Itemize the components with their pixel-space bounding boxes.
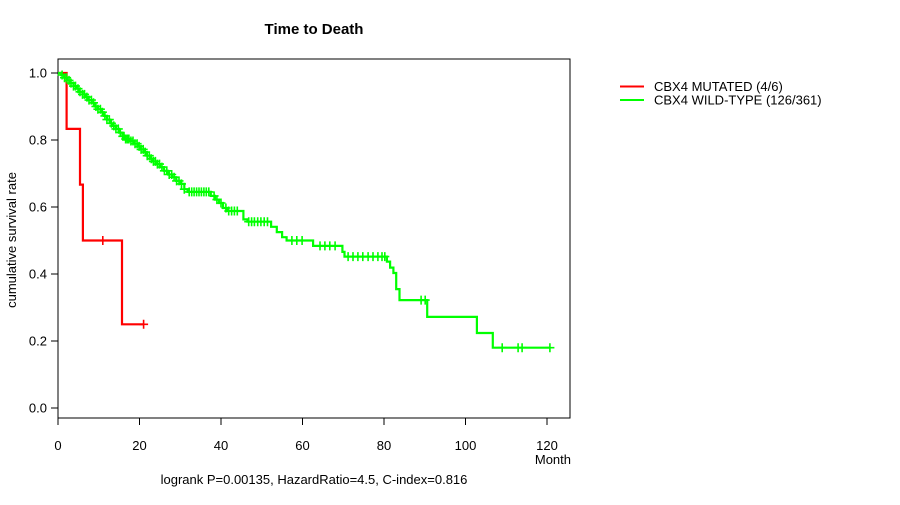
x-tick-label: 120 <box>536 438 558 453</box>
x-tick-label: 40 <box>214 438 228 453</box>
x-tick-label: 0 <box>54 438 61 453</box>
stats-annotation: logrank P=0.00135, HazardRatio=4.5, C-in… <box>161 472 468 487</box>
y-tick-label: 0.8 <box>29 133 47 148</box>
x-tick-label: 60 <box>295 438 309 453</box>
y-tick-label: 0.0 <box>29 401 47 416</box>
y-tick-label: 0.4 <box>29 267 47 282</box>
x-axis-unit-label: Month <box>535 452 571 467</box>
legend-label-mutated: CBX4 MUTATED (4/6) <box>654 79 783 94</box>
y-tick-label: 0.2 <box>29 334 47 349</box>
survival-curve <box>58 71 550 349</box>
legend: CBX4 MUTATED (4/6) CBX4 WILD-TYPE (126/3… <box>620 79 822 108</box>
censor-marks <box>98 236 149 329</box>
survival-curve <box>58 71 144 326</box>
x-tick-label: 100 <box>455 438 477 453</box>
survival-curves <box>57 70 555 353</box>
x-tick-label: 80 <box>377 438 391 453</box>
legend-label-wildtype: CBX4 WILD-TYPE (126/361) <box>654 93 822 108</box>
y-tick-label: 1.0 <box>29 66 47 81</box>
x-tick-label: 20 <box>132 438 146 453</box>
y-tick-label: 0.6 <box>29 200 47 215</box>
y-axis-label: cumulative survival rate <box>4 172 19 308</box>
axes: 0 20 40 60 80 100 120 0.0 0.2 0.4 0.6 0.8 1.0 <box>29 58 571 453</box>
chart-title: Time to Death <box>265 21 364 38</box>
censor-marks <box>57 70 555 353</box>
